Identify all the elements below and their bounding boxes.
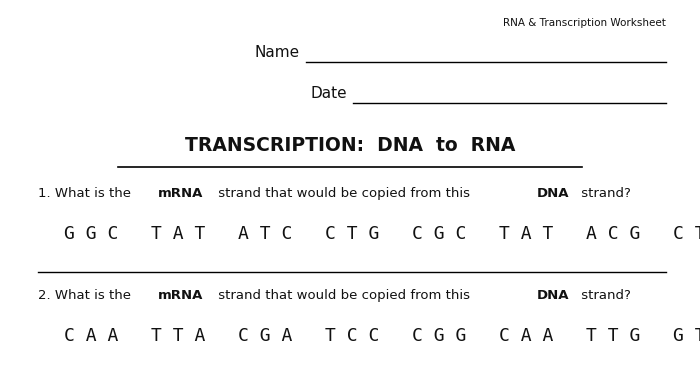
Text: TRANSCRIPTION:  DNA  to  RNA: TRANSCRIPTION: DNA to RNA [185,136,515,155]
Text: DNA: DNA [537,187,569,200]
Text: strand?: strand? [577,187,631,200]
Text: strand that would be copied from this: strand that would be copied from this [214,289,475,302]
Text: RNA & Transcription Worksheet: RNA & Transcription Worksheet [503,18,666,28]
Text: strand?: strand? [577,289,631,302]
Text: Date: Date [310,86,346,101]
Text: strand that would be copied from this: strand that would be copied from this [214,187,475,200]
Text: mRNA: mRNA [158,187,204,200]
Text: 1. What is the: 1. What is the [38,187,135,200]
Text: Name: Name [255,45,300,60]
Text: mRNA: mRNA [158,289,204,302]
Text: 2. What is the: 2. What is the [38,289,135,302]
Text: DNA: DNA [537,289,569,302]
Text: G G C   T A T   A T C   C T G   C G C   T A T   A C G   C T A: G G C T A T A T C C T G C G C T A T A C … [64,225,700,243]
Text: C A A   T T A   C G A   T C C   C G G   C A A   T T G   G T T: C A A T T A C G A T C C C G G C A A T T … [64,327,700,345]
